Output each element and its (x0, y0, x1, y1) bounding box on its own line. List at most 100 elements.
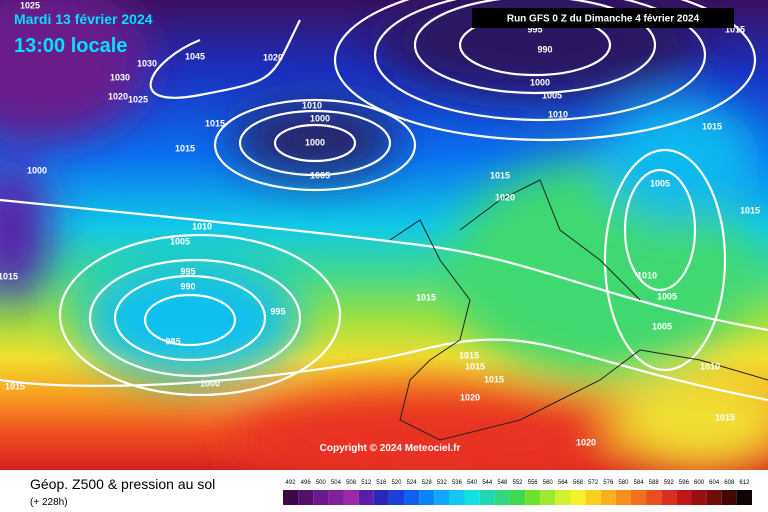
scale-label: 528 (422, 480, 433, 486)
lead-time: (+ 228h) (30, 497, 68, 508)
scale-swatch (600, 490, 616, 505)
isobar-label: 1020 (495, 192, 515, 202)
scale-label: 604 (709, 480, 720, 486)
scale-swatch (373, 490, 389, 505)
scale-swatch (343, 490, 359, 505)
scale-label: 600 (694, 480, 705, 486)
scale-label: 504 (331, 480, 342, 486)
scale-swatch (283, 490, 299, 505)
isobar-label: 1015 (416, 292, 436, 302)
scale-label: 556 (528, 480, 539, 486)
scale-swatch (736, 490, 752, 505)
scale-label: 560 (543, 480, 554, 486)
isobar-label: 995 (180, 266, 195, 276)
isobar-label: 985 (165, 336, 180, 346)
isobar-label: 990 (537, 44, 552, 54)
scale-swatch (555, 490, 571, 505)
scale-label: 520 (391, 480, 402, 486)
isobar-label: 1015 (5, 381, 25, 391)
scale-label: 508 (346, 480, 357, 486)
scale-label: 568 (573, 480, 584, 486)
scale-swatch (540, 490, 556, 505)
scale-label: 492 (286, 480, 297, 486)
scale-label: 588 (649, 480, 660, 486)
isobar-label: 1015 (0, 271, 18, 281)
scale-swatch (449, 490, 465, 505)
scale-label: 596 (679, 480, 690, 486)
isobar-label: 1000 (305, 137, 325, 147)
isobar-label: 1005 (170, 236, 190, 246)
scale-swatch (525, 490, 541, 505)
isobar-label: 995 (270, 306, 285, 316)
scale-swatch (706, 490, 722, 505)
scale-swatch (388, 490, 405, 505)
scale-swatch (661, 490, 677, 505)
isobar-label: 1000 (200, 378, 220, 388)
isobar-label: 1045 (185, 51, 205, 61)
scale-swatch (691, 490, 707, 505)
scale-label: 564 (558, 480, 569, 486)
scale-swatch (630, 490, 647, 505)
scale-swatch (419, 490, 435, 505)
forecast-date: Mardi 13 février 2024 (14, 11, 153, 27)
isobar-label: 1015 (459, 350, 479, 360)
isobar-label: 1030 (137, 58, 157, 68)
scale-swatch (434, 490, 450, 505)
scale-label: 536 (452, 480, 463, 486)
scale-swatch (676, 490, 692, 505)
isobar-label: 990 (180, 281, 195, 291)
isobar-label: 1020 (576, 437, 596, 447)
scale-label: 516 (376, 480, 387, 486)
scale-label: 608 (724, 480, 735, 486)
isobar-label: 1030 (110, 72, 130, 82)
scale-label: 544 (482, 480, 493, 486)
scale-label: 584 (634, 480, 645, 486)
scale-label: 532 (437, 480, 448, 486)
scale-label: 496 (301, 480, 312, 486)
isobar-label: 1015 (175, 143, 195, 153)
isobar-label: 1015 (715, 412, 735, 422)
scale-label: 500 (316, 480, 327, 486)
color-scale: 492 496 500 504 508 512 516 520 524 528 532 536 540 5… (283, 480, 752, 505)
scale-swatch (328, 490, 344, 505)
isobar-label: 1005 (657, 291, 677, 301)
isobar-label: 1015 (484, 374, 504, 384)
isobar-label: 1015 (702, 121, 722, 131)
scale-swatch (494, 490, 510, 505)
isobar-label: 1010 (548, 109, 568, 119)
isobar-label: 1005 (652, 321, 672, 331)
copyright: Copyright © 2024 Meteociel.fr (320, 443, 461, 454)
isobar-label: 1020 (460, 392, 480, 402)
run-info: Run GFS 0 Z du Dimanche 4 février 2024 (507, 14, 700, 25)
scale-label: 592 (664, 480, 675, 486)
isobar-label: 1000 (530, 77, 550, 87)
scale-swatch (646, 490, 662, 505)
scale-swatch (479, 490, 495, 505)
isobar-label: 1005 (310, 170, 330, 180)
isobar-label: 1005 (650, 178, 670, 188)
scale-swatch (615, 490, 631, 505)
legend-title: Géop. Z500 & pression au sol (30, 476, 215, 492)
scale-label: 612 (739, 480, 750, 486)
isobar-label: 1015 (490, 170, 510, 180)
isobar-label: 1015 (725, 24, 745, 34)
isobar-label: 1015 (740, 205, 760, 215)
isobar-label: 1010 (302, 100, 322, 110)
scale-swatch (298, 490, 314, 505)
scale-label: 552 (512, 480, 523, 486)
isobar-label: 995 (527, 24, 542, 34)
scale-swatch (313, 490, 329, 505)
isobar-label: 1000 (27, 165, 47, 175)
isobar-label: 1025 (20, 0, 40, 10)
isobar-label: 1010 (637, 270, 657, 280)
isobar-label: 1005 (542, 90, 562, 100)
scale-swatch (570, 490, 586, 505)
scale-swatch (721, 490, 737, 505)
isobar-label: 1015 (205, 118, 225, 128)
isobar-label: 1000 (310, 113, 330, 123)
scale-label: 524 (407, 480, 418, 486)
run-box (472, 8, 734, 28)
